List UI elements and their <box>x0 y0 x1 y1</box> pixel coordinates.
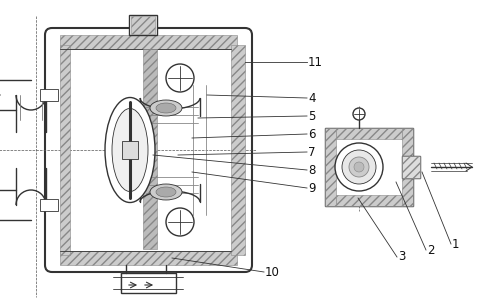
Text: 8: 8 <box>308 163 315 177</box>
Bar <box>122 141 138 159</box>
Circle shape <box>342 150 376 184</box>
Bar <box>336 128 402 139</box>
Bar <box>129 15 157 35</box>
Bar <box>336 195 402 206</box>
Bar <box>143 49 157 249</box>
FancyBboxPatch shape <box>45 28 252 272</box>
Ellipse shape <box>150 184 182 200</box>
Bar <box>131 16 155 34</box>
Ellipse shape <box>150 100 182 116</box>
Bar <box>121 273 176 293</box>
Bar <box>60 45 70 255</box>
Bar <box>402 128 413 206</box>
Text: 1: 1 <box>452 238 459 250</box>
Text: 5: 5 <box>308 109 315 123</box>
Text: 9: 9 <box>308 181 315 195</box>
Bar <box>231 45 245 255</box>
Ellipse shape <box>156 187 176 197</box>
Bar <box>60 251 237 265</box>
Bar <box>121 273 176 291</box>
Circle shape <box>354 162 364 172</box>
Bar <box>40 199 58 211</box>
Bar <box>402 156 420 178</box>
Ellipse shape <box>105 98 155 203</box>
Bar <box>402 156 420 178</box>
Ellipse shape <box>112 109 148 192</box>
Circle shape <box>166 64 194 92</box>
Text: 3: 3 <box>398 250 406 264</box>
Bar <box>325 128 413 206</box>
Circle shape <box>166 208 194 236</box>
Text: 2: 2 <box>427 243 434 257</box>
Ellipse shape <box>156 103 176 113</box>
Bar <box>325 128 336 206</box>
Text: 7: 7 <box>308 145 315 159</box>
Text: 6: 6 <box>308 127 315 141</box>
Circle shape <box>349 157 369 177</box>
Circle shape <box>353 108 365 120</box>
Circle shape <box>335 143 383 191</box>
Text: 4: 4 <box>308 92 315 105</box>
Text: 11: 11 <box>308 56 323 69</box>
Text: 10: 10 <box>265 265 280 278</box>
Bar <box>40 89 58 101</box>
Bar <box>60 35 237 49</box>
